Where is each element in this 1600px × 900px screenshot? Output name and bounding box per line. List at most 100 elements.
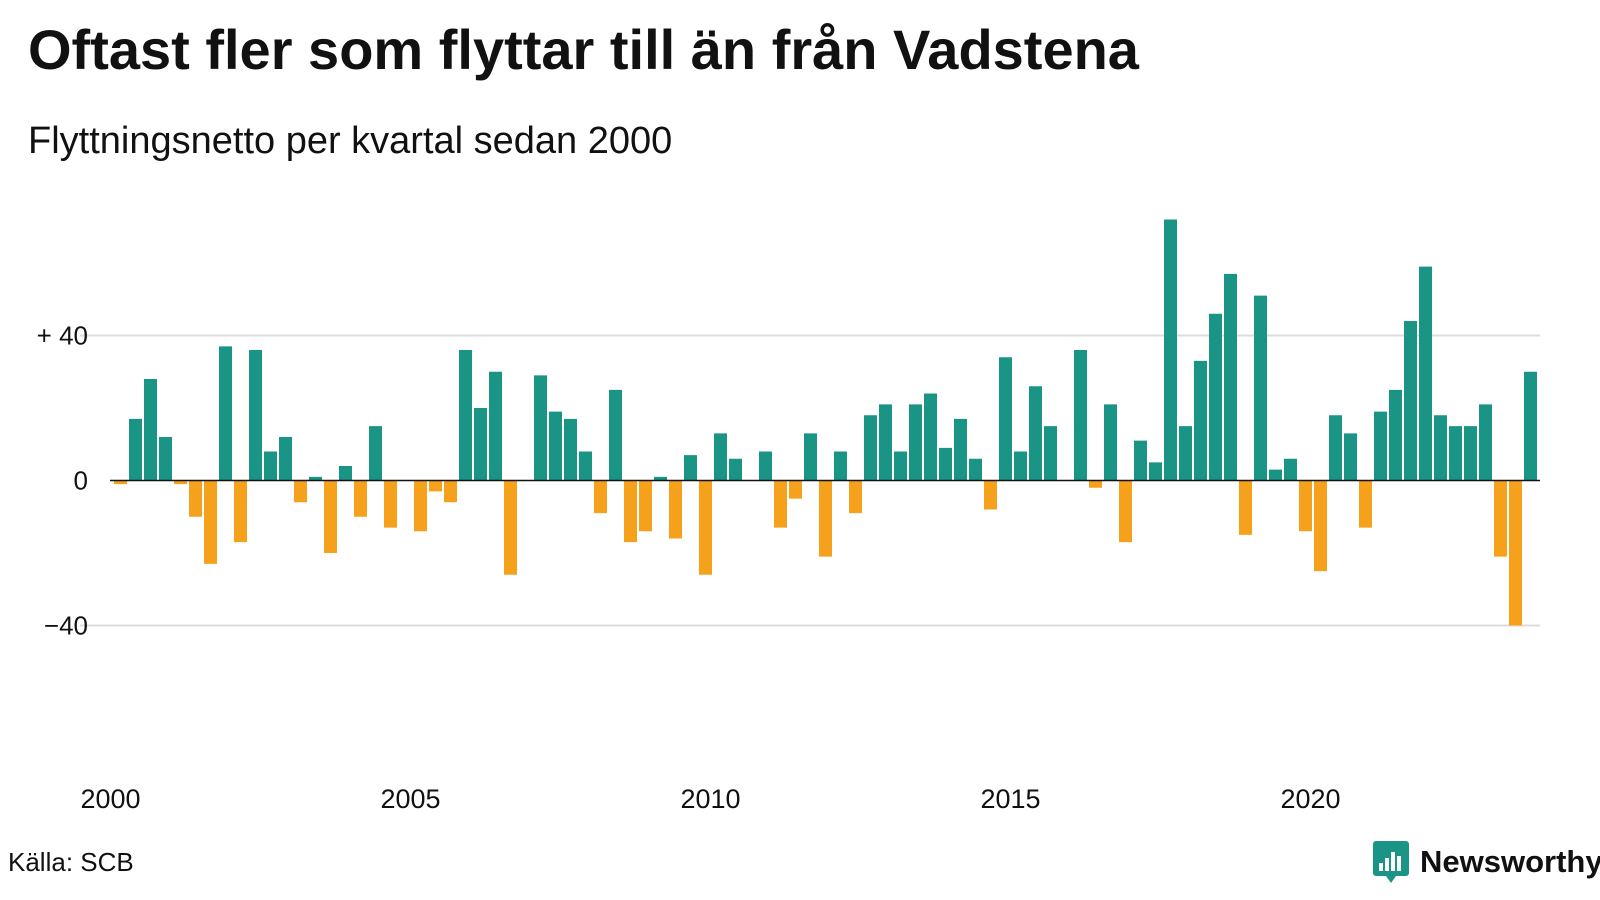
bar bbox=[1449, 426, 1462, 481]
y-tick-label: + 40 bbox=[37, 321, 88, 351]
x-tick-label: 2000 bbox=[80, 784, 140, 814]
bar bbox=[429, 480, 442, 492]
bar bbox=[984, 480, 997, 510]
bar bbox=[609, 389, 622, 481]
bar bbox=[1089, 480, 1102, 488]
bar bbox=[174, 480, 187, 485]
bar bbox=[1464, 426, 1477, 481]
bar bbox=[189, 480, 202, 517]
bar bbox=[1479, 404, 1492, 481]
bar bbox=[1224, 273, 1237, 481]
newsworthy-logo-icon bbox=[1373, 841, 1409, 883]
bar bbox=[1494, 480, 1507, 557]
bar bbox=[819, 480, 832, 557]
bar bbox=[714, 433, 727, 481]
brand[interactable]: Newsworthy bbox=[1372, 838, 1600, 886]
bar bbox=[684, 455, 697, 481]
bar bbox=[459, 350, 472, 481]
bar bbox=[1509, 480, 1522, 626]
x-tick-label: 2015 bbox=[980, 784, 1040, 814]
bar bbox=[729, 458, 742, 481]
bar bbox=[579, 451, 592, 481]
bar bbox=[129, 418, 142, 481]
bar bbox=[204, 480, 217, 564]
bar bbox=[1344, 433, 1357, 481]
bar bbox=[1254, 295, 1267, 481]
bar bbox=[474, 408, 487, 481]
bar bbox=[624, 480, 637, 543]
bar bbox=[1209, 313, 1222, 481]
bar bbox=[1164, 219, 1177, 481]
bar bbox=[1074, 350, 1087, 481]
x-axis-labels: 2000 2005 2010 2015 2020 bbox=[80, 784, 1340, 814]
bar bbox=[219, 346, 232, 481]
bar bbox=[909, 404, 922, 481]
brand-name: Newsworthy bbox=[1420, 844, 1600, 879]
x-tick-label: 2010 bbox=[680, 784, 740, 814]
bar bbox=[504, 480, 517, 575]
bar bbox=[1044, 426, 1057, 481]
chart-title: Oftast fler som flyttar till än från Vad… bbox=[28, 18, 1139, 81]
bar bbox=[324, 480, 337, 553]
bar bbox=[774, 480, 787, 528]
bar bbox=[999, 357, 1012, 481]
bar bbox=[1014, 451, 1027, 481]
bar bbox=[594, 480, 607, 514]
bar bbox=[1284, 458, 1297, 481]
bar bbox=[1269, 469, 1282, 481]
bar bbox=[1119, 480, 1132, 543]
bar bbox=[1134, 440, 1147, 481]
bar bbox=[234, 480, 247, 543]
bar bbox=[879, 404, 892, 481]
bar bbox=[1389, 389, 1402, 481]
bar bbox=[1104, 404, 1117, 481]
bar bbox=[369, 426, 382, 481]
bar bbox=[1299, 480, 1312, 532]
bar bbox=[249, 350, 262, 481]
bar bbox=[1404, 321, 1417, 481]
bar bbox=[354, 480, 367, 517]
gridlines bbox=[80, 334, 1540, 627]
bar bbox=[1374, 411, 1387, 481]
bar bbox=[1149, 462, 1162, 481]
bar bbox=[1329, 415, 1342, 481]
bar bbox=[669, 480, 682, 539]
bar bbox=[159, 437, 172, 481]
bar bbox=[924, 393, 937, 481]
bars bbox=[114, 219, 1537, 626]
bar bbox=[834, 451, 847, 481]
bar bbox=[639, 480, 652, 532]
bar bbox=[489, 371, 502, 481]
bar bbox=[654, 476, 667, 481]
x-tick-label: 2005 bbox=[380, 784, 440, 814]
chart-subtitle: Flyttningsnetto per kvartal sedan 2000 bbox=[28, 120, 673, 162]
bar bbox=[864, 415, 877, 481]
y-tick-label: −40 bbox=[44, 611, 88, 641]
bar bbox=[414, 480, 427, 532]
bar bbox=[309, 476, 322, 481]
bar bbox=[339, 466, 352, 481]
bar bbox=[849, 480, 862, 514]
bar bbox=[294, 480, 307, 503]
bar bbox=[1359, 480, 1372, 528]
bar bbox=[699, 480, 712, 575]
y-tick-label: 0 bbox=[74, 466, 88, 496]
bar bbox=[144, 379, 157, 481]
bar bbox=[114, 480, 127, 485]
bar bbox=[954, 418, 967, 481]
bar bbox=[534, 375, 547, 481]
bar bbox=[1179, 426, 1192, 481]
bar bbox=[789, 480, 802, 499]
bar bbox=[1314, 480, 1327, 572]
bar bbox=[939, 447, 952, 481]
bar bbox=[444, 480, 457, 503]
bar bbox=[1029, 386, 1042, 481]
bar bbox=[564, 418, 577, 481]
bar bbox=[384, 480, 397, 528]
bar bbox=[894, 451, 907, 481]
y-axis-labels: + 40 0 −40 bbox=[37, 321, 88, 641]
bar bbox=[804, 433, 817, 481]
bar bbox=[1524, 371, 1537, 481]
bar bbox=[1419, 266, 1432, 481]
